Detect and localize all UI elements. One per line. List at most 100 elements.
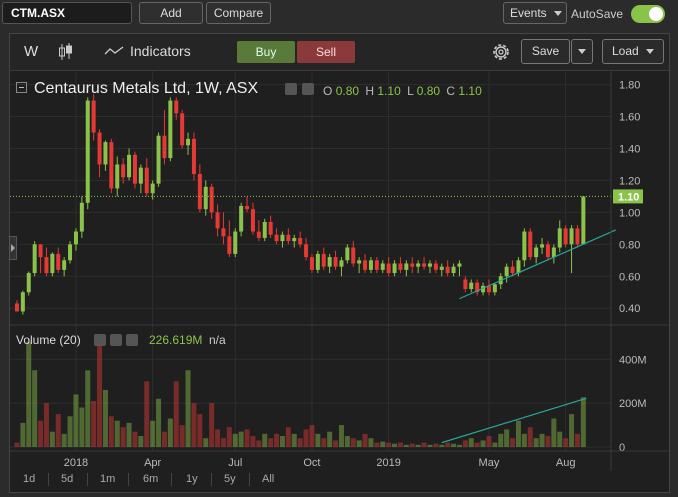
candle-body	[557, 228, 562, 248]
events-dropdown[interactable]: Events	[503, 2, 567, 24]
candle-body	[551, 247, 556, 258]
load-dropdown[interactable]: Load	[602, 39, 664, 64]
volume-bar	[574, 433, 580, 447]
range-button-5d[interactable]: 5d	[61, 473, 74, 485]
volume-bar	[55, 414, 61, 447]
volume-bar	[350, 438, 356, 447]
ohlc-values: O 0.80 H 1.10 L 0.80 C 1.10	[323, 84, 482, 98]
close-icon[interactable]	[126, 334, 138, 346]
volume-bar	[161, 431, 167, 447]
buy-button[interactable]: Buy	[237, 41, 295, 63]
range-button-1d[interactable]: 1d	[23, 473, 36, 485]
candle-body	[156, 135, 161, 184]
interval-button[interactable]: W	[24, 43, 39, 60]
collapse-icon[interactable]	[16, 82, 27, 93]
candle-body	[368, 260, 373, 270]
chart-title: Centaurus Metals Ltd, 1W, ASX	[34, 80, 259, 97]
price-chart[interactable]: 0.40 0.60 0.80 1.00 1.20 1.40 1.60 1.80 0 200M 400…	[10, 71, 669, 471]
volume-bar	[102, 390, 108, 447]
symbol-input[interactable]: CTM.ASX	[2, 2, 132, 24]
volume-bar	[138, 436, 144, 447]
candle-body	[475, 282, 480, 293]
range-button-5y[interactable]: 5y	[224, 473, 236, 485]
range-button-1m[interactable]: 1m	[100, 473, 116, 485]
autosave-toggle[interactable]	[631, 5, 665, 23]
price-tick-label: 1.20	[619, 175, 640, 187]
candle-body	[280, 234, 285, 242]
range-button-all[interactable]: All	[262, 473, 275, 485]
candle-body	[457, 263, 462, 267]
range-button-6m[interactable]: 6m	[143, 473, 159, 485]
candle-body	[268, 221, 273, 235]
candle-body	[351, 247, 356, 264]
volume-bar	[220, 438, 226, 447]
volume-bar	[226, 427, 232, 447]
price-tick-label: 0.80	[619, 239, 640, 251]
candle-body	[433, 263, 438, 270]
volume-bar	[510, 438, 516, 447]
volume-bar	[486, 436, 492, 447]
candle-body	[97, 132, 102, 165]
volume-bar	[215, 429, 221, 447]
eye-icon[interactable]	[285, 83, 297, 95]
candle-body	[321, 253, 326, 267]
candle-body	[38, 244, 43, 258]
candle-body	[451, 266, 456, 274]
volume-bar	[344, 436, 350, 447]
high-value: 1.10	[377, 84, 401, 98]
candle-body	[575, 228, 580, 245]
volume-series	[14, 337, 587, 447]
candle-body	[144, 167, 149, 194]
candle-body	[44, 257, 49, 274]
candles-series	[10, 94, 617, 315]
volume-bar	[114, 420, 120, 447]
volume-bar	[468, 438, 474, 447]
save-options-button[interactable]	[571, 39, 593, 64]
compare-button[interactable]: Compare	[206, 2, 271, 24]
candle-body	[127, 154, 132, 178]
volume-value: 226.619M	[149, 333, 203, 347]
candle-body	[339, 260, 344, 267]
time-tick-label: Oct	[303, 457, 320, 469]
toggle-knob	[649, 7, 663, 21]
high-label: H	[365, 84, 375, 98]
candle-body	[197, 174, 202, 210]
candles-icon[interactable]	[58, 42, 74, 62]
add-button[interactable]: Add	[139, 2, 203, 24]
sell-button[interactable]: Sell	[297, 41, 355, 63]
candle-body	[516, 260, 521, 274]
candle-body	[20, 292, 25, 312]
autosave-label: AutoSave	[571, 7, 624, 21]
range-button-1y[interactable]: 1y	[186, 473, 198, 485]
settings-gear-icon[interactable]	[490, 41, 512, 63]
candle-body	[292, 237, 297, 242]
candle-body	[233, 231, 238, 254]
volume-bar	[262, 433, 268, 447]
eye-icon[interactable]	[94, 334, 106, 346]
indicators-button[interactable]: Indicators	[130, 43, 191, 59]
candle-body	[569, 228, 574, 245]
price-tick-label: 1.80	[619, 80, 640, 92]
volume-bar	[232, 433, 238, 447]
indicators-icon[interactable]	[104, 45, 124, 57]
volume-bar	[374, 442, 380, 447]
volume-trend-line	[441, 397, 587, 444]
save-button[interactable]: Save	[521, 39, 570, 64]
candle-body	[540, 244, 545, 248]
volume-bar	[61, 433, 67, 447]
gear-icon[interactable]	[302, 83, 314, 95]
volume-bar	[303, 429, 309, 447]
candle-body	[304, 244, 309, 258]
volume-bar	[120, 427, 126, 447]
chevron-down-icon	[646, 49, 655, 55]
volume-bar	[580, 397, 586, 447]
left-panel-toggle[interactable]	[9, 236, 17, 260]
volume-bar	[32, 370, 38, 447]
candle-body	[416, 263, 421, 267]
price-tick-label: 0.40	[619, 303, 640, 315]
volume-bar	[73, 394, 79, 447]
time-tick-label: May	[479, 457, 500, 469]
volume-bar	[380, 441, 386, 447]
gear-icon[interactable]	[110, 334, 122, 346]
candle-body	[221, 228, 226, 237]
